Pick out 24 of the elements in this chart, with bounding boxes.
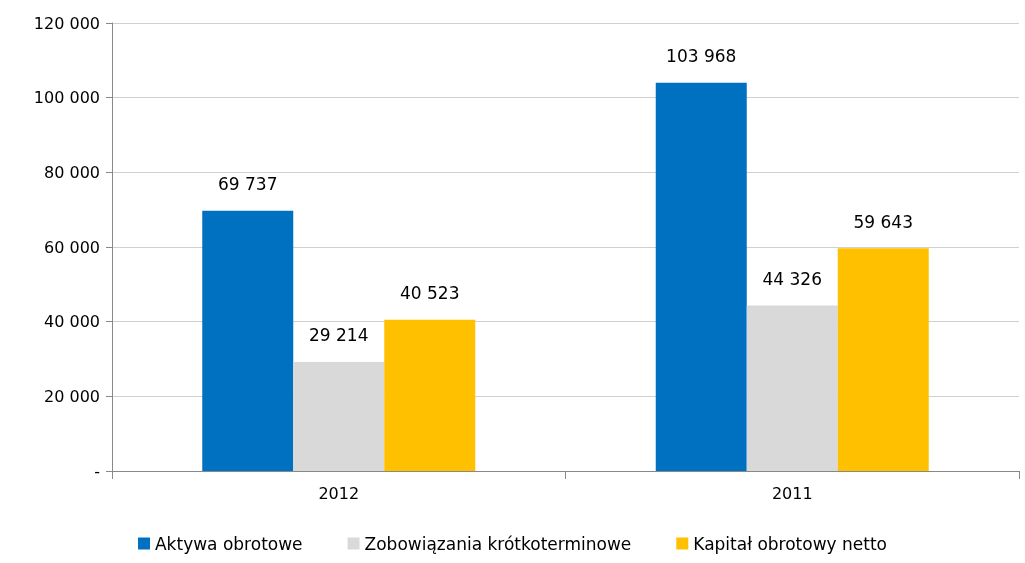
y-tick-label: - (94, 461, 100, 481)
legend-label: Aktywa obrotowe (154, 533, 303, 554)
y-tick-label: 120 000 (33, 13, 100, 33)
y-tick-label: 80 000 (44, 162, 100, 182)
data-label: 59 643 (853, 211, 913, 232)
data-label: 44 326 (762, 269, 822, 290)
data-label: 40 523 (400, 283, 460, 304)
x-tick-label: 2011 (771, 483, 813, 503)
data-label: 69 737 (218, 174, 278, 195)
y-tick-label: 20 000 (44, 386, 100, 406)
data-label: 29 214 (309, 325, 369, 346)
x-tick-label: 2012 (318, 483, 360, 503)
bar (837, 248, 929, 471)
bar (384, 319, 476, 471)
y-tick-label: 40 000 (44, 312, 100, 332)
bar (293, 361, 385, 471)
bar (746, 305, 838, 471)
y-tick-label: 100 000 (33, 88, 100, 108)
legend-label: Kapitał obrotowy netto (693, 533, 888, 554)
bar (202, 210, 294, 471)
data-label: 103 968 (666, 46, 737, 67)
y-tick-label: 60 000 (44, 237, 100, 257)
legend-label: Zobowiązania krótkoterminowe (364, 533, 632, 554)
bar (655, 82, 747, 471)
